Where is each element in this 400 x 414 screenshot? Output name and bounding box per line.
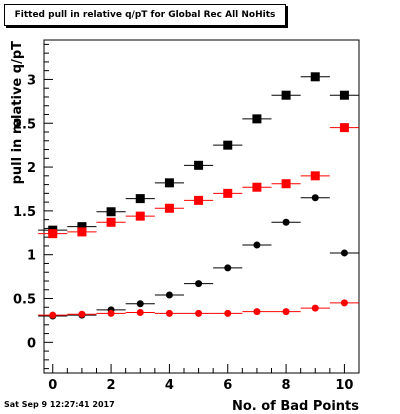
data-point-circle xyxy=(136,309,144,317)
chart-title: Fitted pull in relative q/pT for Global … xyxy=(4,4,286,26)
data-point-square xyxy=(164,178,174,188)
data-point-circle xyxy=(165,309,173,317)
data-point-square xyxy=(194,160,204,170)
data-point-square xyxy=(194,195,204,205)
x-tick-label: 6 xyxy=(223,378,232,393)
data-point-square xyxy=(106,217,116,227)
data-point-square xyxy=(339,90,349,100)
x-tick-label: 10 xyxy=(335,378,353,393)
x-tick-label: 2 xyxy=(107,378,116,393)
x-axis-title: No. of Bad Points xyxy=(232,399,359,414)
data-point-square xyxy=(281,179,291,189)
x-tick-label: 8 xyxy=(282,378,291,393)
y-tick-label: 0 xyxy=(27,336,36,351)
data-point-square xyxy=(135,194,145,204)
y-tick-label: 0.5 xyxy=(13,293,36,308)
data-point-square xyxy=(77,222,87,232)
data-point-square xyxy=(106,207,116,217)
data-point-circle xyxy=(195,280,203,288)
y-tick-label: 1.5 xyxy=(13,205,36,220)
data-point-square xyxy=(223,140,233,150)
data-point-square xyxy=(48,229,58,239)
data-point-circle xyxy=(107,309,115,317)
data-point-circle xyxy=(340,299,348,307)
data-point-circle xyxy=(224,309,232,317)
data-point-circle xyxy=(253,241,261,249)
data-point-circle xyxy=(282,218,290,226)
data-point-circle xyxy=(78,310,86,318)
y-tick-label: 2.5 xyxy=(13,117,36,132)
data-point-square xyxy=(252,114,262,124)
data-point-square xyxy=(164,203,174,213)
data-point-square xyxy=(281,90,291,100)
data-point-circle xyxy=(136,300,144,308)
y-tick-label: 1 xyxy=(27,249,36,264)
data-point-square xyxy=(310,72,320,82)
data-point-circle xyxy=(195,309,203,317)
plot-frame xyxy=(43,39,360,374)
data-point-circle xyxy=(282,308,290,316)
y-tick-label: 3 xyxy=(27,73,36,88)
data-point-square xyxy=(223,188,233,198)
data-point-square xyxy=(310,171,320,181)
data-point-circle xyxy=(311,304,319,312)
timestamp-footer: Sat Sep 9 12:27:41 2017 xyxy=(4,400,115,409)
data-point-circle xyxy=(224,264,232,272)
y-tick-label: 2 xyxy=(27,161,36,176)
data-point-circle xyxy=(340,249,348,257)
data-point-circle xyxy=(165,291,173,299)
x-tick-label: 0 xyxy=(48,378,57,393)
data-point-square xyxy=(77,227,87,237)
data-point-square xyxy=(339,123,349,133)
y-axis-title: pull in relative q/pT xyxy=(10,41,25,185)
data-point-circle xyxy=(253,308,261,316)
data-point-square xyxy=(252,182,262,192)
data-point-circle xyxy=(311,194,319,202)
data-point-circle xyxy=(49,311,57,319)
x-tick-label: 4 xyxy=(165,378,174,393)
data-point-square xyxy=(135,211,145,221)
